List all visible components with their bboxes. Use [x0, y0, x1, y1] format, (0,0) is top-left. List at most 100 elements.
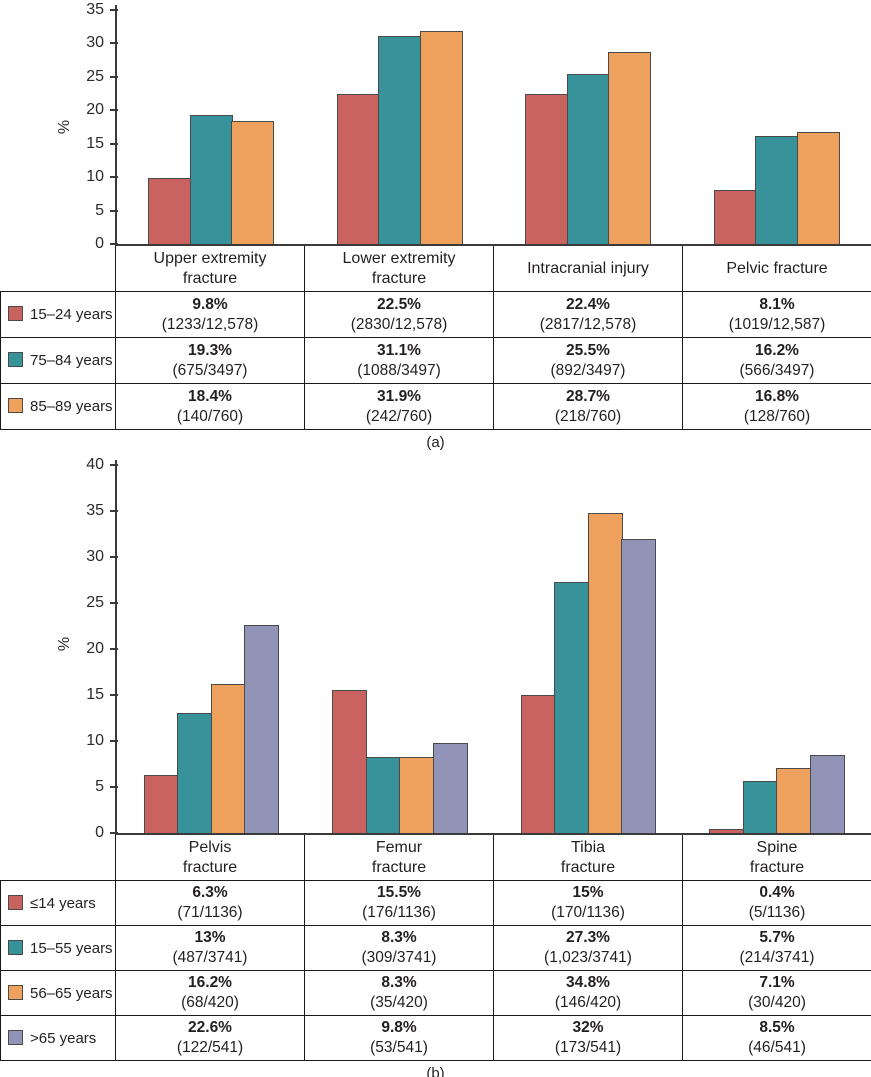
- category-label: Pelvis: [188, 838, 232, 856]
- bar: [621, 538, 656, 833]
- value-cell: 6.3% (71/1136): [115, 880, 305, 926]
- value-cell: 22.5% (2830/12,578): [304, 291, 494, 338]
- figure-a: % 0 5 10 15 20 25 30 35 Upper extremity fracture…: [0, 0, 871, 452]
- pct-value: 8.3%: [381, 929, 417, 946]
- fraction-value: (309/3741): [361, 949, 437, 966]
- table-row: >65 years 22.6% (122/541) 9.8% (53/541) 32% (1…: [0, 1015, 871, 1061]
- fraction-value: (675/3497): [172, 361, 248, 379]
- fraction-value: (566/3497): [739, 361, 815, 379]
- pct-value: 28.7%: [566, 387, 610, 405]
- value-cell: 16.8% (128/760): [682, 383, 871, 430]
- category-label: fracture: [182, 858, 238, 876]
- y-tick-mark: [110, 9, 118, 11]
- pct-value: 19.3%: [188, 341, 232, 359]
- y-tick-mark: [110, 243, 118, 245]
- fraction-value: (176/1136): [362, 904, 436, 921]
- fraction-value: (1019/12,587): [728, 315, 826, 333]
- fraction-value: (242/760): [365, 407, 433, 425]
- bar: [332, 690, 367, 833]
- value-cell: 5.7% (214/3741): [682, 925, 871, 971]
- fraction-value: (30/420): [748, 994, 806, 1011]
- legend-cell: ≤14 years: [0, 880, 116, 926]
- fraction-value: (170/1136): [551, 904, 625, 921]
- category-cell: Pelvis fracture: [115, 835, 305, 881]
- legend-label: 56–65 years: [30, 984, 113, 1002]
- bar: [520, 695, 556, 833]
- y-tick-mark: [110, 209, 118, 212]
- category-cell: Upper extremity fracture: [115, 246, 305, 292]
- fraction-value: (214/3741): [739, 949, 815, 966]
- pct-value: 27.3%: [566, 929, 610, 946]
- y-tick-label: 35: [86, 1, 104, 18]
- bar: [796, 131, 840, 244]
- y-tick-label: 30: [86, 34, 104, 52]
- pct-value: 15.5%: [377, 884, 421, 901]
- y-tick-label: 0: [95, 824, 104, 841]
- fraction-value: (487/3741): [172, 949, 248, 966]
- fraction-value: (892/3497): [550, 361, 626, 379]
- bar: [776, 767, 811, 833]
- legend-swatch: [8, 398, 23, 413]
- bar-group: [117, 10, 306, 244]
- bar: [755, 135, 799, 244]
- value-cell: 18.4% (140/760): [115, 383, 305, 430]
- fraction-value: (140/760): [176, 407, 244, 425]
- bar: [210, 683, 246, 833]
- fraction-value: (46/541): [748, 1039, 806, 1056]
- bar: [432, 742, 468, 833]
- pct-value: 8.5%: [759, 1019, 795, 1036]
- y-tick-label: 30: [86, 548, 104, 565]
- y-tick-mark: [110, 786, 118, 788]
- table-corner-cell: [0, 246, 116, 292]
- y-tick-label: 35: [86, 502, 104, 519]
- y-tick-label: 40: [86, 456, 104, 473]
- y-tick-mark: [110, 556, 118, 558]
- category-label: Spine: [756, 838, 798, 856]
- legend-swatch: [8, 894, 23, 910]
- y-tick-mark: [110, 109, 118, 112]
- y-tick-label: 5: [95, 778, 104, 795]
- y-tick-label: 20: [86, 101, 104, 119]
- legend-swatch: [8, 352, 23, 367]
- pct-value: 25.5%: [566, 341, 610, 359]
- y-tick-label: 25: [86, 594, 104, 611]
- pct-value: 8.1%: [759, 295, 795, 313]
- category-cell: Intracranial injury: [493, 246, 683, 292]
- panel-caption-a: (a): [426, 434, 445, 451]
- fraction-value: (1088/3497): [357, 361, 441, 379]
- bar: [742, 780, 778, 833]
- bar: [365, 756, 401, 833]
- y-tick-mark: [110, 510, 118, 512]
- legend-swatch: [8, 1029, 23, 1045]
- y-tick-mark: [110, 75, 118, 78]
- category-label: Pelvic fracture: [726, 259, 828, 277]
- legend-swatch: [8, 306, 23, 321]
- pct-value: 13%: [194, 929, 226, 946]
- table-row: 15–55 years 13% (487/3741) 8.3% (309/3741) 27…: [0, 925, 871, 971]
- legend-label: 75–84 years: [30, 352, 113, 369]
- y-tick-label: 25: [86, 67, 104, 85]
- legend-label: 15–55 years: [30, 939, 113, 957]
- bar: [525, 94, 569, 244]
- value-cell: 0.4% (5/1136): [682, 880, 871, 926]
- value-cell: 8.1% (1019/12,587): [682, 291, 871, 338]
- y-tick-mark: [110, 176, 118, 179]
- value-cell: 16.2% (566/3497): [682, 337, 871, 384]
- bar-group: [306, 10, 495, 244]
- bar: [399, 756, 434, 833]
- category-row: Upper extremity fracture Lower extremity fr…: [0, 246, 871, 292]
- table-corner-cell: [0, 835, 116, 881]
- value-cell: 34.8% (146/420): [493, 970, 683, 1016]
- bar: [378, 36, 422, 244]
- table-row: 75–84 years 19.3% (675/3497) 31.1% (1088/349…: [0, 337, 871, 384]
- category-row: Pelvis fracture Femur fracture Tibia fracture…: [0, 835, 871, 881]
- value-cell: 9.8% (53/541): [304, 1015, 494, 1061]
- pct-value: 0.4%: [759, 884, 795, 901]
- bar: [566, 73, 610, 244]
- bar-group: [683, 10, 871, 244]
- value-cell: 22.4% (2817/12,578): [493, 291, 683, 338]
- category-cell: Femur fracture: [304, 835, 494, 881]
- chart-b: % 0 5 10 15 20 25 30 35 40: [0, 452, 871, 841]
- y-tick-mark: [110, 832, 118, 834]
- pct-value: 31.9%: [377, 387, 421, 405]
